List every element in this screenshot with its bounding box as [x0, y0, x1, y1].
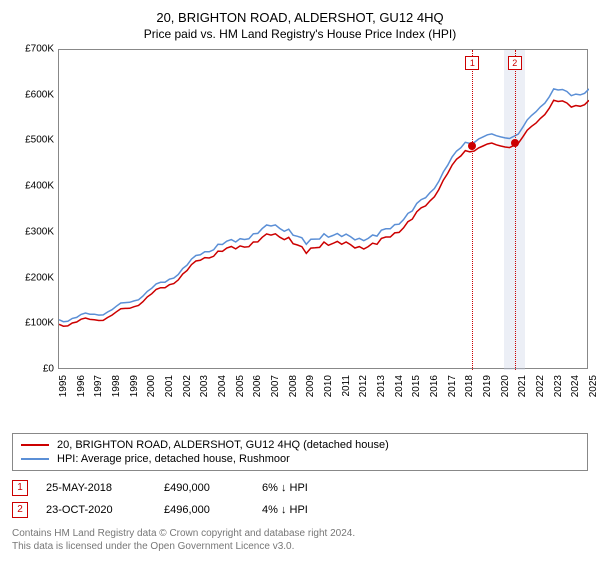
legend-label: 20, BRIGHTON ROAD, ALDERSHOT, GU12 4HQ (… [57, 439, 389, 451]
footer-line2: This data is licensed under the Open Gov… [12, 540, 588, 553]
x-tick: 1997 [93, 375, 104, 397]
x-tick: 2008 [288, 375, 299, 397]
x-tick: 2021 [517, 375, 528, 397]
x-tick: 2014 [394, 375, 405, 397]
event-delta: 6% ↓ HPI [262, 482, 308, 494]
y-tick: £200K [25, 272, 54, 283]
footer: Contains HM Land Registry data © Crown c… [12, 527, 588, 553]
y-tick: £400K [25, 181, 54, 192]
y-tick: £100K [25, 318, 54, 329]
x-tick: 2012 [358, 375, 369, 397]
chart-area: £0£100K£200K£300K£400K£500K£600K£700K 12… [12, 49, 588, 429]
plot-area: 12 [58, 49, 588, 369]
x-tick: 2010 [323, 375, 334, 397]
x-tick: 2013 [376, 375, 387, 397]
x-tick: 2024 [570, 375, 581, 397]
marker-vline [472, 50, 473, 370]
event-number: 2 [12, 502, 28, 518]
x-tick: 1998 [111, 375, 122, 397]
series-subject [59, 100, 589, 326]
x-tick: 2020 [500, 375, 511, 397]
chart-container: 20, BRIGHTON ROAD, ALDERSHOT, GU12 4HQ P… [0, 0, 600, 563]
legend-swatch [21, 444, 49, 446]
x-tick: 2015 [411, 375, 422, 397]
x-tick: 2019 [482, 375, 493, 397]
x-tick: 2002 [182, 375, 193, 397]
x-tick: 2004 [217, 375, 228, 397]
chart-subtitle: Price paid vs. HM Land Registry's House … [12, 27, 588, 41]
x-tick: 2017 [447, 375, 458, 397]
x-tick: 2023 [553, 375, 564, 397]
y-tick: £700K [25, 44, 54, 55]
event-date: 23-OCT-2020 [46, 504, 146, 516]
x-tick: 1996 [76, 375, 87, 397]
x-tick: 1999 [129, 375, 140, 397]
marker-label: 2 [508, 56, 522, 70]
y-tick: £500K [25, 135, 54, 146]
x-tick: 2001 [164, 375, 175, 397]
legend: 20, BRIGHTON ROAD, ALDERSHOT, GU12 4HQ (… [12, 433, 588, 471]
x-tick: 2011 [341, 375, 352, 397]
event-price: £490,000 [164, 482, 244, 494]
x-tick: 2025 [588, 375, 599, 397]
y-tick: £600K [25, 89, 54, 100]
marker-vline [515, 50, 516, 370]
event-row: 1 25-MAY-2018 £490,000 6% ↓ HPI [12, 477, 588, 499]
legend-swatch [21, 458, 49, 460]
x-tick: 2007 [270, 375, 281, 397]
x-axis: 1995 1996 1997 1998 1999 2000 2001 2002 2003 2004… [58, 369, 588, 429]
marker-label: 1 [465, 56, 479, 70]
x-tick: 1995 [58, 375, 69, 397]
x-tick: 2005 [235, 375, 246, 397]
y-tick: £0 [43, 364, 54, 375]
legend-row: HPI: Average price, detached house, Rush… [21, 452, 579, 466]
marker-dot [511, 139, 519, 147]
event-row: 2 23-OCT-2020 £496,000 4% ↓ HPI [12, 499, 588, 521]
x-tick: 2022 [535, 375, 546, 397]
x-tick: 2018 [464, 375, 475, 397]
event-date: 25-MAY-2018 [46, 482, 146, 494]
marker-dot [468, 142, 476, 150]
footer-line1: Contains HM Land Registry data © Crown c… [12, 527, 588, 540]
y-axis: £0£100K£200K£300K£400K£500K£600K£700K [12, 49, 58, 369]
x-tick: 2006 [252, 375, 263, 397]
legend-label: HPI: Average price, detached house, Rush… [57, 453, 290, 465]
event-delta: 4% ↓ HPI [262, 504, 308, 516]
legend-row: 20, BRIGHTON ROAD, ALDERSHOT, GU12 4HQ (… [21, 438, 579, 452]
x-tick: 2000 [146, 375, 157, 397]
chart-title: 20, BRIGHTON ROAD, ALDERSHOT, GU12 4HQ [12, 10, 588, 25]
y-tick: £300K [25, 226, 54, 237]
event-number: 1 [12, 480, 28, 496]
x-tick: 2009 [305, 375, 316, 397]
event-price: £496,000 [164, 504, 244, 516]
line-svg [59, 50, 589, 370]
events-table: 1 25-MAY-2018 £490,000 6% ↓ HPI 2 23-OCT-2020… [12, 477, 588, 521]
x-tick: 2016 [429, 375, 440, 397]
x-tick: 2003 [199, 375, 210, 397]
series-hpi [59, 89, 589, 322]
